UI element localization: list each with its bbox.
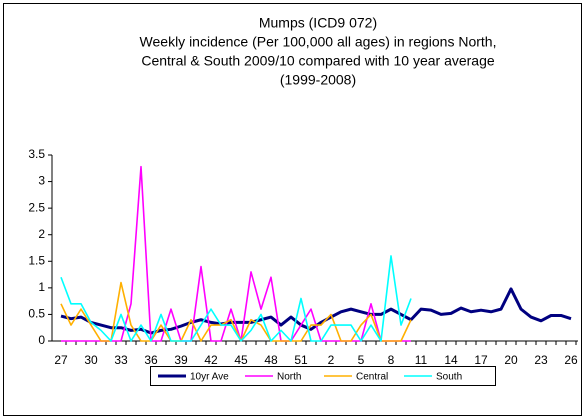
y-tick-label: 2.5 <box>28 200 45 214</box>
x-tick-label: 30 <box>84 353 98 367</box>
chart-title: Mumps (ICD9 072) <box>259 15 377 31</box>
series-line <box>60 281 412 342</box>
series-line <box>60 255 412 342</box>
x-tick-label: 45 <box>234 353 248 367</box>
legend-text: 10yr Ave <box>190 372 229 383</box>
x-tick-label: 39 <box>174 353 188 367</box>
y-tick-label: 3 <box>38 174 45 188</box>
x-tick-label: 51 <box>294 353 308 367</box>
chart-border <box>3 3 582 416</box>
x-tick-label: 14 <box>444 353 458 367</box>
legend-text: South <box>436 372 462 383</box>
legend-box <box>150 366 496 386</box>
x-tick-label: 23 <box>534 353 548 367</box>
chart-subtitle: (1999-2008) <box>280 72 356 88</box>
x-tick-label: 17 <box>474 353 488 367</box>
y-tick-label: 1 <box>38 280 45 294</box>
x-tick-label: 48 <box>264 353 278 367</box>
x-tick-label: 20 <box>504 353 518 367</box>
legend-text: North <box>277 372 301 383</box>
x-tick-label: 26 <box>564 353 578 367</box>
series-line <box>61 165 411 342</box>
x-tick-label: 5 <box>358 353 365 367</box>
y-tick-label: 1.5 <box>28 253 45 267</box>
y-tick-label: 0 <box>38 333 45 347</box>
chart-subtitle: Weekly incidence (Per 100,000 all ages) … <box>140 34 497 50</box>
legend-text: Central <box>356 372 388 383</box>
x-tick-label: 2 <box>328 353 335 367</box>
y-tick-label: 3.5 <box>28 147 45 161</box>
x-tick-label: 11 <box>415 353 428 367</box>
x-tick-label: 8 <box>388 353 395 367</box>
x-tick-label: 27 <box>54 353 68 367</box>
y-tick-label: 0.5 <box>28 307 45 321</box>
x-tick-label: 36 <box>144 353 158 367</box>
x-tick-label: 42 <box>204 353 218 367</box>
y-tick-label: 2 <box>38 227 45 241</box>
chart-subtitle: Central & South 2009/10 compared with 10… <box>141 53 495 69</box>
x-tick-label: 33 <box>114 353 128 367</box>
